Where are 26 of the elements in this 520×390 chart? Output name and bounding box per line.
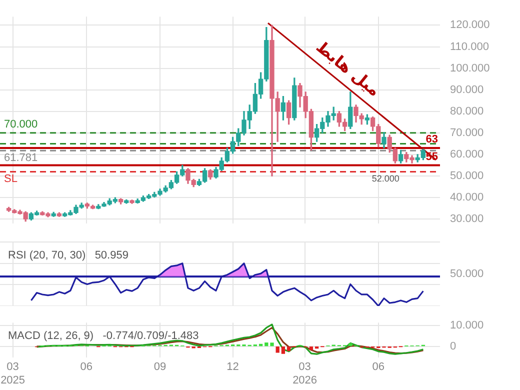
y-tick-label: 90.000	[450, 84, 484, 96]
x-tick-label: 03 2025	[0, 361, 26, 386]
y-tick-label: 70.000	[450, 126, 484, 139]
y-tick-label: 60.000	[450, 148, 484, 160]
annotation: میل هابط	[312, 37, 384, 100]
y-tick-label: 80.000	[450, 105, 484, 118]
y-tick-label: 0	[450, 340, 456, 352]
y-tick-label: 10.000	[450, 320, 484, 332]
annotation: 52.000	[372, 174, 400, 184]
y-tick-label: 120.000	[450, 19, 490, 32]
ref-line-label: 70.000	[4, 118, 38, 130]
y-tick-label: 100.000	[450, 62, 490, 74]
ref-line-label: 61.781	[4, 152, 38, 164]
y-tick-label: 30.000	[450, 213, 484, 226]
ref-line-label: 63	[426, 134, 438, 146]
x-tick-label: 03 2026	[292, 361, 318, 386]
text: MACD (12, 26, 9) -0.774/0.709/-1.483	[8, 330, 199, 342]
y-tick-label: 50.000	[450, 170, 484, 182]
x-tick-label: 06	[372, 361, 385, 374]
chart-title: RSI (20, 70, 30) 50.959	[8, 250, 128, 262]
x-tick-label: 12	[226, 361, 239, 374]
x-tick-label: 06	[80, 361, 93, 374]
x-tick-label: 09	[154, 361, 166, 374]
ref-line-label: SL	[4, 173, 18, 186]
y-tick-label: 110.000	[450, 40, 489, 53]
y-tick-label: 40.000	[450, 192, 484, 204]
